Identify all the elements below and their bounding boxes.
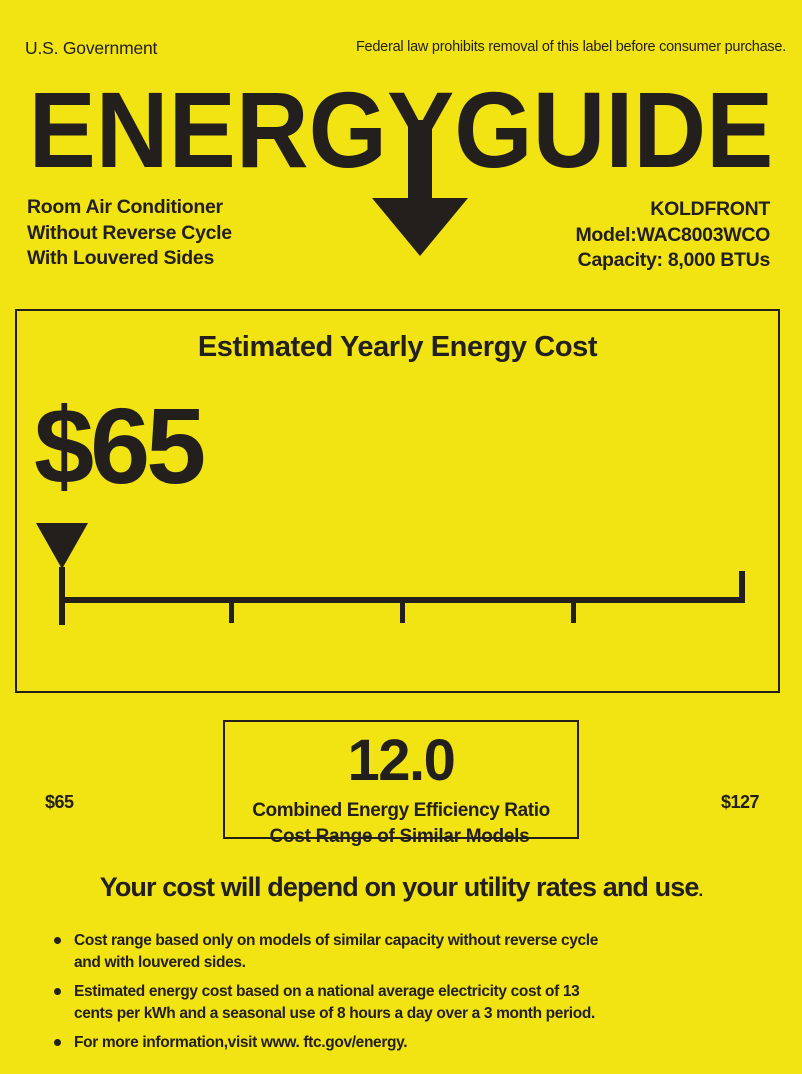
label-header: U.S. Government Federal law prohibits re… <box>0 38 802 64</box>
federal-law-notice: Federal law prohibits removal of this la… <box>355 39 786 55</box>
brand-name: KOLDFRONT <box>650 198 770 220</box>
cost-range-scale-svg <box>36 523 745 625</box>
scale-tick-left-end <box>59 567 65 625</box>
cost-range-scale: $65 $127 Cost Range of Similar Models <box>17 511 782 847</box>
list-item: Cost range based only on models of simil… <box>50 930 750 974</box>
tagline-text: Your cost will depend on your utility ra… <box>99 872 700 902</box>
scale-tick-1 <box>229 597 234 623</box>
scale-low-label: $65 <box>45 792 74 812</box>
product-line-sides: With Louvered Sides <box>27 247 214 269</box>
estimated-cost-amount: $65 <box>34 385 206 506</box>
energyguide-wordmark-svg: ENERGYGUIDE <box>29 74 774 190</box>
footnotes-list: Cost range based only on models of simil… <box>50 930 750 1061</box>
note-line: For more information,visit www. ftc.gov/… <box>74 1034 408 1051</box>
capacity-value: Capacity: 8,000 BTUs <box>577 249 771 271</box>
bullet-icon <box>54 988 61 995</box>
product-line-cycle: Without Reverse Cycle <box>27 221 232 244</box>
estimated-cost-box: Estimated Yearly Energy Cost $65 $65 $12… <box>15 309 782 847</box>
tagline-period: . <box>698 881 703 900</box>
scale-tick-2 <box>400 597 405 623</box>
cost-marker-triangle <box>36 523 88 569</box>
utility-rates-tagline: Your cost will depend on your utility ra… <box>0 872 802 903</box>
scale-tick-right-end <box>739 571 745 603</box>
ceer-value: 12.0 <box>347 728 456 793</box>
note-line: Estimated energy cost based on a nationa… <box>74 983 580 1000</box>
bullet-icon <box>54 937 61 944</box>
ceer-box: 12.0 Combined Energy Efficiency Ratio <box>223 720 579 839</box>
scale-tick-3 <box>571 597 576 623</box>
down-arrow-icon <box>372 120 468 256</box>
scale-high-label: $127 <box>720 792 760 812</box>
ceer-caption: Combined Energy Efficiency Ratio <box>252 800 550 821</box>
product-description: Room Air Conditioner Without Reverse Cyc… <box>27 195 357 272</box>
brand-information: KOLDFRONT Model:WAC8003WCO Capacity: 8,0… <box>440 197 770 274</box>
energyguide-wordmark: ENERGYGUIDE <box>0 74 802 256</box>
scale-caption: Cost Range of Similar Models <box>269 826 530 847</box>
note-line: and with louvered sides. <box>74 954 246 971</box>
bullet-icon <box>54 1039 61 1046</box>
list-item: Estimated energy cost based on a nationa… <box>50 981 750 1025</box>
cost-box-title: Estimated Yearly Energy Cost <box>197 331 598 363</box>
note-line: cents per kWh and a seasonal use of 8 ho… <box>74 1005 595 1022</box>
list-item: For more information,visit www. ftc.gov/… <box>50 1032 750 1054</box>
model-number: Model:WAC8003WCO <box>575 223 770 246</box>
product-line-type: Room Air Conditioner <box>27 196 223 218</box>
us-government-text: U.S. Government <box>25 38 158 58</box>
note-line: Cost range based only on models of simil… <box>74 932 599 949</box>
wordmark-text: ENERGYGUIDE <box>29 74 774 190</box>
